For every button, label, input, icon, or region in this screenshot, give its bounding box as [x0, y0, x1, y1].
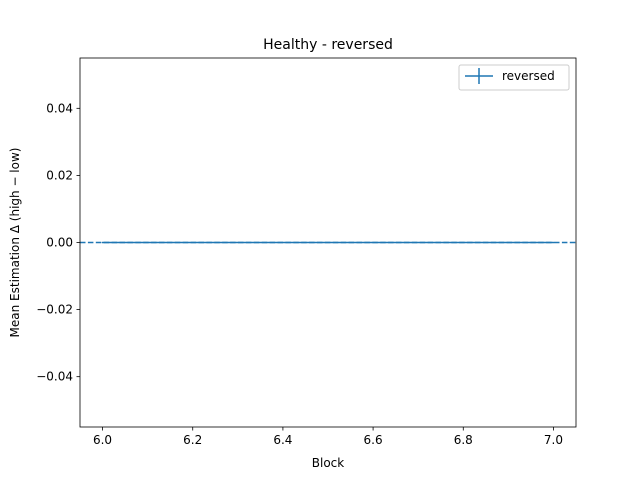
data-point [552, 241, 555, 244]
x-tick-label: 6.0 [93, 433, 112, 447]
series-layer [101, 241, 555, 244]
y-axis-label: Mean Estimation Δ (high − low) [8, 148, 22, 338]
legend: reversed [458, 64, 570, 91]
y-tick-label: 0.02 [46, 168, 73, 182]
y-axis: −0.04 −0.02 0.00 0.02 0.04 [36, 101, 80, 384]
x-axis: 6.0 6.2 6.4 6.6 6.8 7.0 [93, 427, 563, 447]
legend-label: reversed [502, 69, 555, 83]
y-tick-label: −0.02 [36, 303, 73, 317]
x-tick-label: 6.4 [273, 433, 292, 447]
legend-box [458, 64, 570, 91]
x-axis-label: Block [312, 456, 345, 470]
y-tick-label: 0.00 [46, 236, 73, 250]
y-tick-label: 0.04 [46, 101, 73, 115]
x-tick-label: 7.0 [544, 433, 563, 447]
data-point [101, 241, 104, 244]
x-tick-label: 6.2 [183, 433, 202, 447]
chart-title: Healthy - reversed [263, 37, 393, 53]
y-tick-label: −0.04 [36, 370, 73, 384]
x-tick-label: 6.6 [364, 433, 383, 447]
x-tick-label: 6.8 [454, 433, 473, 447]
